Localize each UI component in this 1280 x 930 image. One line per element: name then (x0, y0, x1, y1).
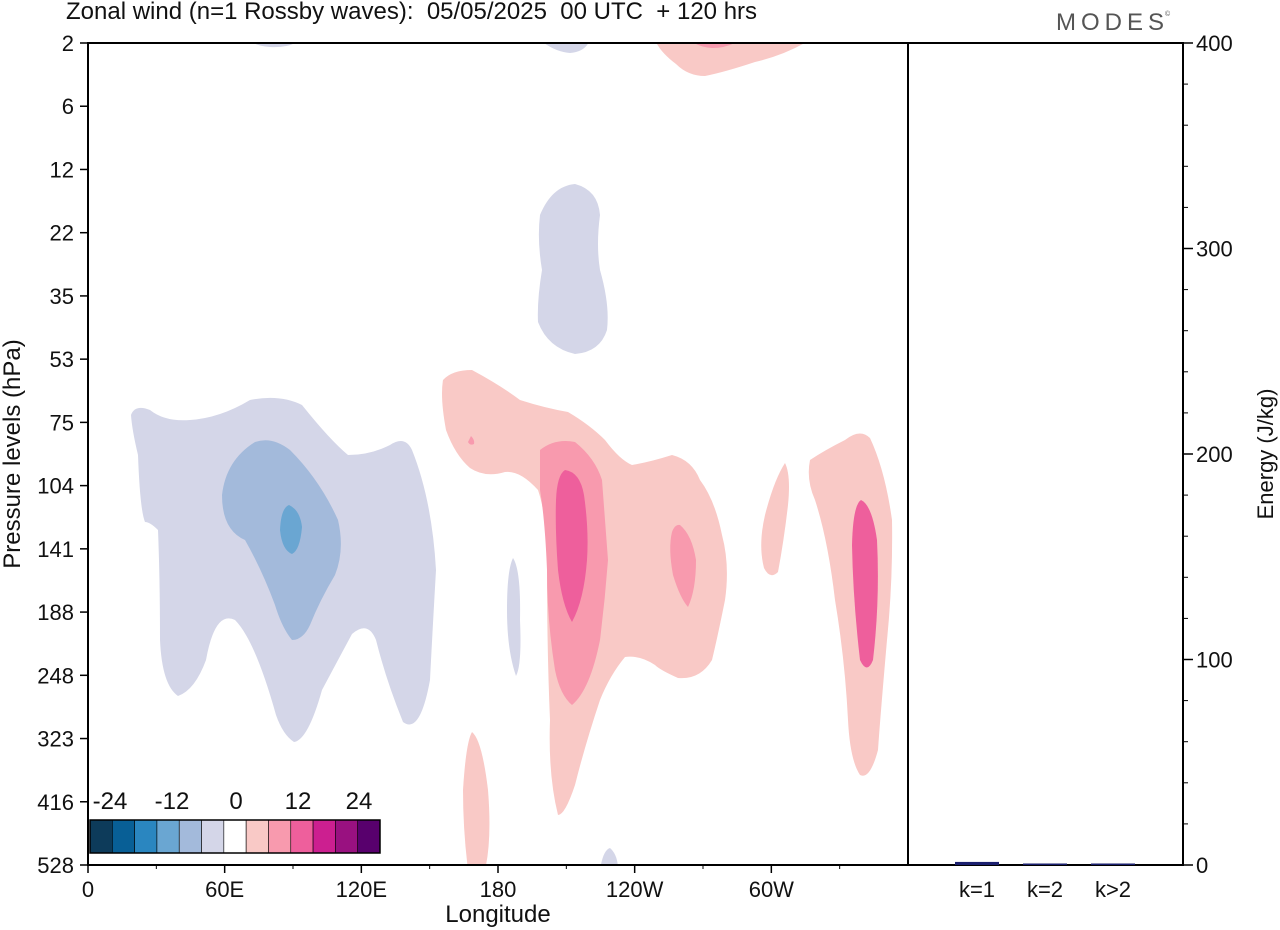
pressure-tick-label: 528 (37, 853, 74, 878)
colorbar-swatch (134, 819, 158, 854)
contour-neg-strat (537, 184, 608, 354)
energy-bar (955, 861, 999, 865)
colorbar-swatch (201, 819, 225, 854)
colorbar-label: -12 (155, 788, 190, 815)
contour-neg-top-mid (544, 43, 589, 53)
pressure-tick-label: 416 (37, 790, 74, 815)
pressure-tick-label: 22 (50, 221, 74, 246)
modes-logo: MODES© (1056, 9, 1170, 37)
chart-title: Zonal wind (n=1 Rossby waves): 05/05/202… (66, 0, 758, 25)
pressure-axis: 2 6 12 22 35 53 75 104 141 188 248 323 416 528 (37, 31, 88, 878)
longitude-tick-label: 120W (606, 877, 664, 902)
energy-axis-title: Energy (J/kg) (1253, 389, 1278, 520)
energy-tick-label: 200 (1196, 442, 1233, 467)
y-axis-title: Pressure levels (hPa) (0, 339, 26, 568)
colorbar-swatch (245, 819, 269, 854)
colorbar-swatch (357, 819, 381, 854)
energy-bar (1091, 863, 1135, 865)
contour-pos-right (808, 433, 893, 776)
energy-tick-label: 0 (1196, 853, 1208, 878)
colorbar-swatch (312, 819, 336, 854)
colorbar-swatch (89, 819, 113, 854)
pressure-tick-label: 104 (37, 474, 74, 499)
colorbar-swatch (268, 819, 292, 854)
contour-neg-top-left (253, 43, 296, 48)
longitude-tick-label: 60E (205, 877, 244, 902)
energy-axis: 0 100 200 300 400 (1183, 31, 1233, 878)
colorbar-swatch (178, 819, 202, 854)
energy-plot-frame (907, 42, 1184, 866)
pressure-tick-label: 323 (37, 727, 74, 752)
x-axis-title: Longitude (445, 901, 550, 928)
pressure-tick-label: 248 (37, 663, 74, 688)
pressure-tick-label: 2 (62, 31, 74, 56)
contour-neg-mid (222, 440, 341, 640)
contour-neg-sliver (507, 558, 521, 676)
logo-mark: © (1165, 11, 1171, 18)
longitude-tick-label: 120E (336, 877, 387, 902)
contour-neg-bottom (600, 848, 618, 865)
colorbar-label: 0 (229, 788, 242, 815)
contour-pos-lobe (670, 524, 696, 607)
longitude-tick-label: 60W (749, 877, 794, 902)
colorbar-label: 12 (285, 788, 312, 815)
wavenumber-label: k>2 (1095, 877, 1131, 902)
logo-text: MODES (1056, 9, 1170, 36)
contour-pos-bottom (463, 732, 490, 865)
pressure-tick-label: 12 (50, 157, 74, 182)
colorbar: -24 -12 0 12 24 (89, 788, 381, 854)
pressure-tick-label: 141 (37, 537, 74, 562)
colorbar-swatch (290, 819, 314, 854)
colorbar-swatch (223, 819, 247, 854)
contour-pos-small (761, 463, 789, 576)
pressure-tick-label: 75 (50, 410, 74, 435)
contour-neg-core (280, 505, 302, 554)
colorbar-label: -24 (93, 788, 128, 815)
contour-field (131, 43, 893, 865)
contour-pos-top (656, 43, 805, 76)
pressure-tick-label: 53 (50, 347, 74, 372)
energy-bar (1023, 863, 1067, 865)
pressure-tick-label: 188 (37, 600, 74, 625)
wavenumber-axis: k=1 k=2 k>2 (959, 877, 1131, 902)
longitude-tick-label: 180 (480, 877, 517, 902)
pressure-tick-label: 6 (62, 94, 74, 119)
wavenumber-label: k=1 (959, 877, 995, 902)
longitude-tick-label: 0 (82, 877, 94, 902)
energy-tick-label: 400 (1196, 31, 1233, 56)
colorbar-frame (89, 819, 381, 854)
energy-bars (955, 861, 1135, 865)
contour-pos-right-core (852, 500, 878, 668)
contour-pos-tiny (468, 436, 475, 445)
contour-pos-top-inner (694, 43, 735, 48)
pressure-tick-label: 35 (50, 284, 74, 309)
energy-tick-label: 100 (1196, 648, 1233, 673)
contour-pos-core (555, 470, 588, 622)
colorbar-swatch (156, 819, 180, 854)
wavenumber-label: k=2 (1027, 877, 1063, 902)
longitude-axis: 0 60E 120E 180 120W 60W (82, 865, 841, 902)
colorbar-label: 24 (346, 788, 373, 815)
colorbar-swatch (335, 819, 358, 854)
energy-tick-label: 300 (1196, 237, 1233, 262)
colorbar-swatch (112, 819, 135, 854)
